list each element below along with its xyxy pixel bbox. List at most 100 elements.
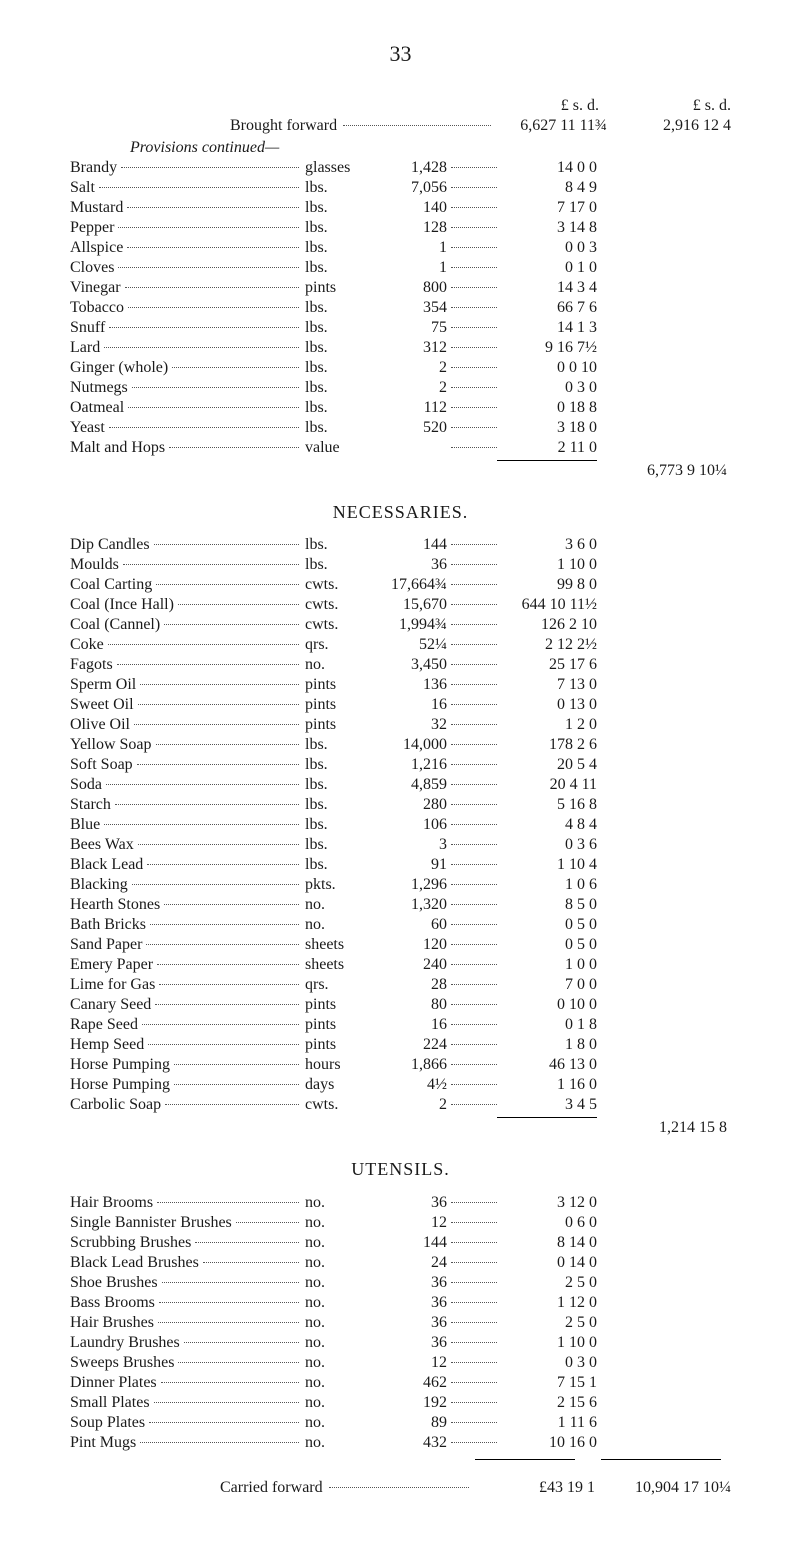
item-name: Sand Paper bbox=[70, 935, 146, 955]
item-amount: 8 4 9 bbox=[497, 178, 601, 198]
line-item: Carbolic Soapcwts.23 4 5 bbox=[70, 1095, 731, 1115]
item-name: Sperm Oil bbox=[70, 675, 140, 695]
item-qty: 144 bbox=[375, 535, 451, 555]
line-item: Coal (Cannel)cwts.1,994¾126 2 10 bbox=[70, 615, 731, 635]
brought-forward-amount: 6,627 11 11¾ bbox=[497, 116, 611, 136]
item-qty: 7,056 bbox=[375, 178, 451, 198]
line-item: Black Lead Brushesno.240 14 0 bbox=[70, 1253, 731, 1273]
line-item: Pepperlbs.1283 14 8 bbox=[70, 218, 731, 238]
item-unit: no. bbox=[299, 1273, 375, 1293]
item-unit: qrs. bbox=[299, 975, 375, 995]
item-qty: 36 bbox=[375, 555, 451, 575]
line-item: Olive Oilpints321 2 0 bbox=[70, 715, 731, 735]
item-unit: no. bbox=[299, 1393, 375, 1413]
line-item: Emery Papersheets2401 0 0 bbox=[70, 955, 731, 975]
line-item: Lime for Gasqrs.287 0 0 bbox=[70, 975, 731, 995]
item-name: Mustard bbox=[70, 198, 127, 218]
item-amount: 66 7 6 bbox=[497, 298, 601, 318]
item-amount: 7 13 0 bbox=[497, 675, 601, 695]
item-qty: 192 bbox=[375, 1393, 451, 1413]
item-unit: pints bbox=[299, 995, 375, 1015]
item-amount: 5 16 8 bbox=[497, 795, 601, 815]
item-unit: lbs. bbox=[299, 378, 375, 398]
item-qty: 1 bbox=[375, 238, 451, 258]
item-amount: 3 4 5 bbox=[497, 1095, 601, 1115]
item-amount: 3 14 8 bbox=[497, 218, 601, 238]
item-unit: no. bbox=[299, 1433, 375, 1453]
item-amount: 8 5 0 bbox=[497, 895, 601, 915]
line-item: Black Leadlbs.911 10 4 bbox=[70, 855, 731, 875]
item-amount: 20 4 11 bbox=[497, 775, 601, 795]
item-amount: 0 0 3 bbox=[497, 238, 601, 258]
item-qty: 1,216 bbox=[375, 755, 451, 775]
item-amount: 1 10 0 bbox=[497, 555, 601, 575]
item-qty: 16 bbox=[375, 695, 451, 715]
item-qty: 432 bbox=[375, 1433, 451, 1453]
line-item: Sodalbs.4,85920 4 11 bbox=[70, 775, 731, 795]
line-item: Yeastlbs.5203 18 0 bbox=[70, 418, 731, 438]
item-unit: cwts. bbox=[299, 575, 375, 595]
item-unit: lbs. bbox=[299, 198, 375, 218]
item-name: Vinegar bbox=[70, 278, 125, 298]
line-item: Shoe Brushesno.362 5 0 bbox=[70, 1273, 731, 1293]
item-name: Hearth Stones bbox=[70, 895, 164, 915]
line-item: Bees Waxlbs.30 3 6 bbox=[70, 835, 731, 855]
lsd-header-1: £ s. d. bbox=[483, 96, 605, 116]
line-item: Hearth Stonesno.1,3208 5 0 bbox=[70, 895, 731, 915]
item-qty: 60 bbox=[375, 915, 451, 935]
item-name: Rape Seed bbox=[70, 1015, 142, 1035]
item-unit: cwts. bbox=[299, 1095, 375, 1115]
carried-forward-total: 10,904 17 10¼ bbox=[601, 1478, 731, 1498]
line-item: Brandyglasses1,42814 0 0 bbox=[70, 158, 731, 178]
item-name: Bath Bricks bbox=[70, 915, 150, 935]
item-name: Bass Brooms bbox=[70, 1293, 159, 1313]
item-amount: 0 1 0 bbox=[497, 258, 601, 278]
necessaries-list: Dip Candleslbs.1443 6 0Mouldslbs.361 10 … bbox=[70, 535, 731, 1115]
item-unit: pints bbox=[299, 695, 375, 715]
item-qty: 15,670 bbox=[375, 595, 451, 615]
item-amount: 0 13 0 bbox=[497, 695, 601, 715]
item-unit: lbs. bbox=[299, 238, 375, 258]
line-item: Bluelbs.1064 8 4 bbox=[70, 815, 731, 835]
item-unit: no. bbox=[299, 1293, 375, 1313]
line-item: Soft Soaplbs.1,21620 5 4 bbox=[70, 755, 731, 775]
item-name: Soda bbox=[70, 775, 106, 795]
line-item: Hair Brushesno.362 5 0 bbox=[70, 1313, 731, 1333]
item-qty: 2 bbox=[375, 358, 451, 378]
line-item: Vinegarpints80014 3 4 bbox=[70, 278, 731, 298]
item-name: Coal (Ince Hall) bbox=[70, 595, 178, 615]
line-item: Starchlbs.2805 16 8 bbox=[70, 795, 731, 815]
item-unit: lbs. bbox=[299, 358, 375, 378]
item-name: Black Lead bbox=[70, 855, 147, 875]
utensils-title: UTENSILS. bbox=[70, 1158, 731, 1181]
item-amount: 20 5 4 bbox=[497, 755, 601, 775]
item-qty: 354 bbox=[375, 298, 451, 318]
item-name: Fagots bbox=[70, 655, 117, 675]
item-name: Olive Oil bbox=[70, 715, 134, 735]
item-unit: glasses bbox=[299, 158, 375, 178]
item-name: Ginger (whole) bbox=[70, 358, 172, 378]
item-amount: 1 12 0 bbox=[497, 1293, 601, 1313]
line-item: Ginger (whole)lbs.20 0 10 bbox=[70, 358, 731, 378]
line-item: Horse Pumpinghours1,86646 13 0 bbox=[70, 1055, 731, 1075]
item-qty: 112 bbox=[375, 398, 451, 418]
item-unit: sheets bbox=[299, 935, 375, 955]
item-unit: no. bbox=[299, 895, 375, 915]
item-unit: pints bbox=[299, 1035, 375, 1055]
item-qty: 17,664¾ bbox=[375, 575, 451, 595]
item-name: Laundry Brushes bbox=[70, 1333, 184, 1353]
item-qty: 89 bbox=[375, 1413, 451, 1433]
line-item: Nutmegslbs.20 3 0 bbox=[70, 378, 731, 398]
necessaries-subtotal: 1,214 15 8 bbox=[591, 1118, 731, 1138]
line-item: Single Bannister Brushesno.120 6 0 bbox=[70, 1213, 731, 1233]
item-unit: no. bbox=[299, 1413, 375, 1433]
item-amount: 0 3 0 bbox=[497, 1353, 601, 1373]
item-name: Small Plates bbox=[70, 1393, 154, 1413]
item-unit: no. bbox=[299, 1373, 375, 1393]
item-amount: 644 10 11½ bbox=[497, 595, 601, 615]
brought-forward-total: 2,916 12 4 bbox=[611, 116, 731, 136]
brought-forward-row: Brought forward 6,627 11 11¾ 2,916 12 4 bbox=[70, 116, 731, 138]
item-name: Pepper bbox=[70, 218, 118, 238]
item-amount: 0 1 8 bbox=[497, 1015, 601, 1035]
item-qty: 240 bbox=[375, 955, 451, 975]
